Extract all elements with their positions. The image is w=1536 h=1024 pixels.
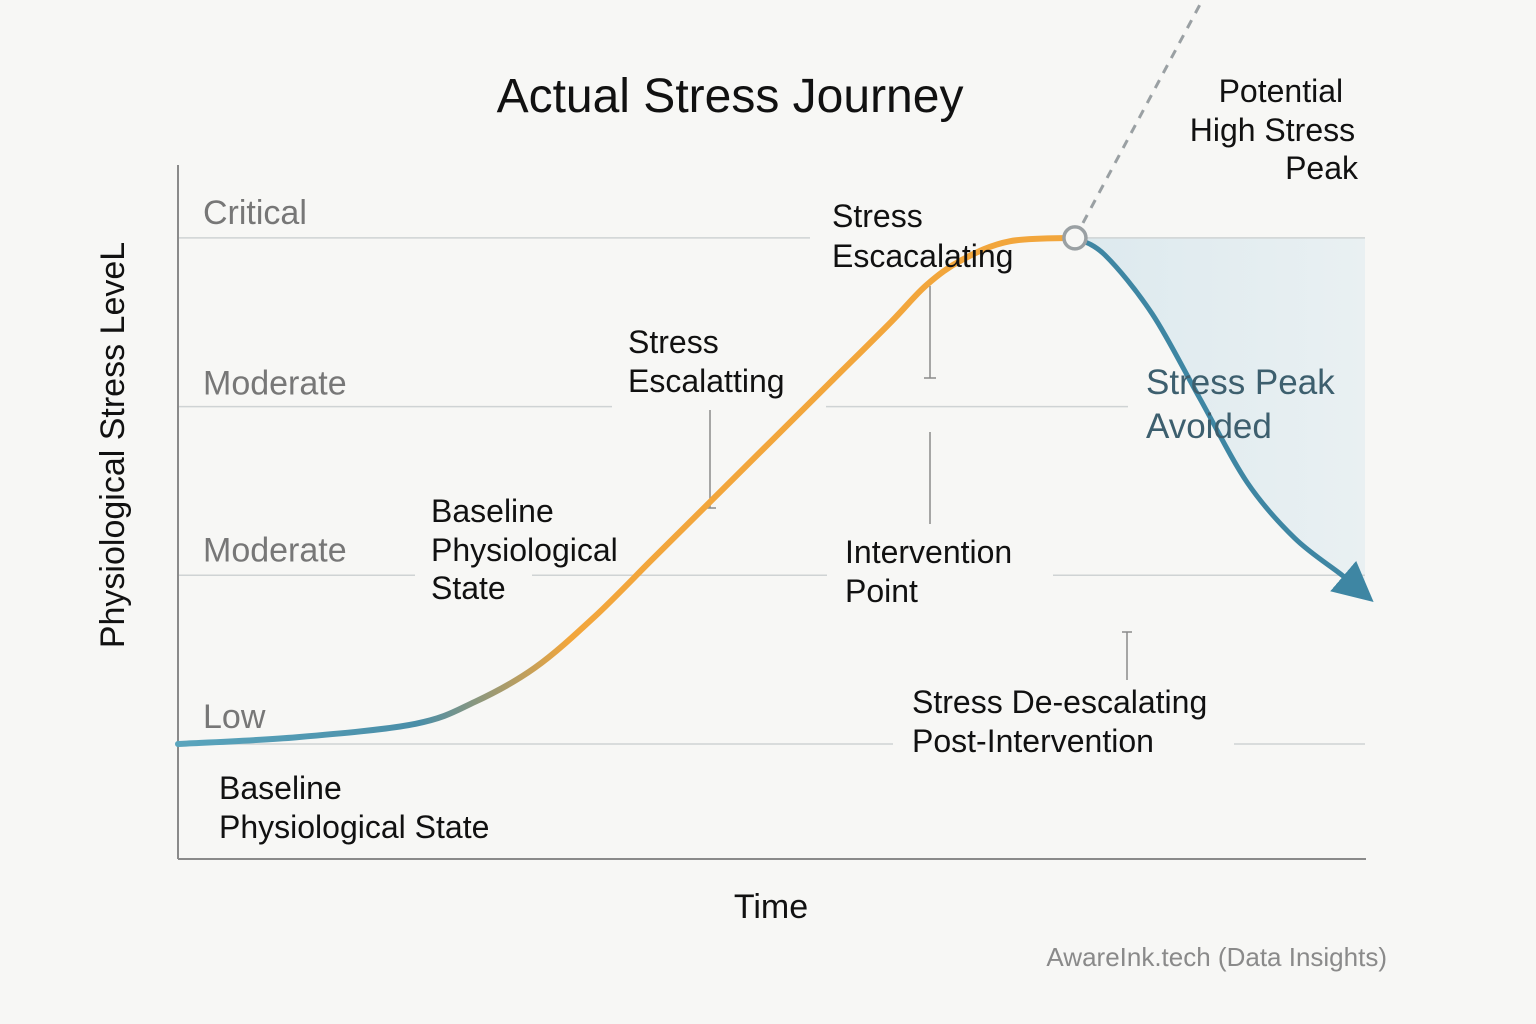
avoided-peak-area bbox=[1074, 237, 1366, 596]
y-level-label: Moderate bbox=[203, 365, 347, 403]
potential-peak-line bbox=[1073, 0, 1205, 239]
x-axis-title: Time bbox=[734, 888, 808, 926]
intervention-point-marker bbox=[1062, 225, 1088, 251]
stress-rising-curve bbox=[175, 234, 1078, 747]
annotation-baseline-bottom-line: Physiological State bbox=[219, 809, 489, 845]
annotation-intervention-point: Intervention Point bbox=[845, 534, 1021, 609]
annotation-potential-peak-line: Potential bbox=[1219, 73, 1344, 109]
annotation-baseline-mid: Baseline Physiological State bbox=[431, 493, 627, 606]
annotation-stress-escacalating-line: Escacalating bbox=[832, 238, 1013, 274]
chart-title: Actual Stress Journey bbox=[497, 70, 964, 123]
annotation-stress-escacalating-line: Stress bbox=[832, 198, 923, 234]
annotation-stress-peak-avoided: Stress Peak Avoided bbox=[1146, 363, 1344, 446]
annotation-pointers bbox=[704, 286, 1132, 680]
y-level-label: Moderate bbox=[203, 531, 347, 569]
annotation-stress-peak-avoided-line: Stress Peak bbox=[1146, 363, 1335, 402]
annotation-stress-escalatting: Stress Escalatting bbox=[628, 324, 785, 399]
series-layer bbox=[175, 0, 1374, 747]
annotations: Potential High Stress Peak Stress Escaca… bbox=[219, 73, 1364, 845]
annotation-stress-peak-avoided-line: Avoided bbox=[1146, 407, 1272, 446]
annotation-baseline-mid-line: State bbox=[431, 570, 506, 606]
annotation-potential-peak-line: Peak bbox=[1285, 150, 1359, 186]
stress-falling-curve bbox=[1072, 235, 1374, 603]
annotation-stress-escalatting-line: Stress bbox=[628, 324, 719, 360]
annotation-potential-peak: Potential High Stress Peak bbox=[1190, 73, 1364, 186]
intervention-marker bbox=[1062, 225, 1088, 251]
annotation-intervention-point-line: Point bbox=[845, 573, 918, 609]
annotation-de-escalating: Stress De-escalating Post-Intervention bbox=[912, 684, 1216, 759]
annotation-de-escalating-line: Post-Intervention bbox=[912, 723, 1154, 759]
annotation-baseline-mid-line: Baseline bbox=[431, 493, 554, 529]
y-level-labels: Low Moderate Moderate Critical bbox=[203, 194, 347, 736]
grid-lines bbox=[178, 237, 1365, 745]
annotation-stress-escalatting-line: Escalatting bbox=[628, 363, 785, 399]
annotation-de-escalating-line: Stress De-escalating bbox=[912, 684, 1207, 720]
annotation-intervention-point-line: Intervention bbox=[845, 534, 1012, 570]
y-level-label: Low bbox=[203, 698, 266, 736]
annotation-baseline-mid-line: Physiological bbox=[431, 532, 618, 568]
y-level-label: Critical bbox=[203, 194, 307, 232]
annotation-stress-escacalating: Stress Escacalating bbox=[832, 198, 1013, 274]
source-credit: AwareInk.tech (Data Insights) bbox=[1046, 942, 1387, 972]
annotation-baseline-bottom: Baseline Physiological State bbox=[219, 770, 489, 845]
y-axis-title: Physiological Stress LeveL bbox=[94, 242, 132, 648]
annotation-baseline-bottom-line: Baseline bbox=[219, 770, 342, 806]
annotation-potential-peak-line: High Stress bbox=[1190, 112, 1355, 148]
